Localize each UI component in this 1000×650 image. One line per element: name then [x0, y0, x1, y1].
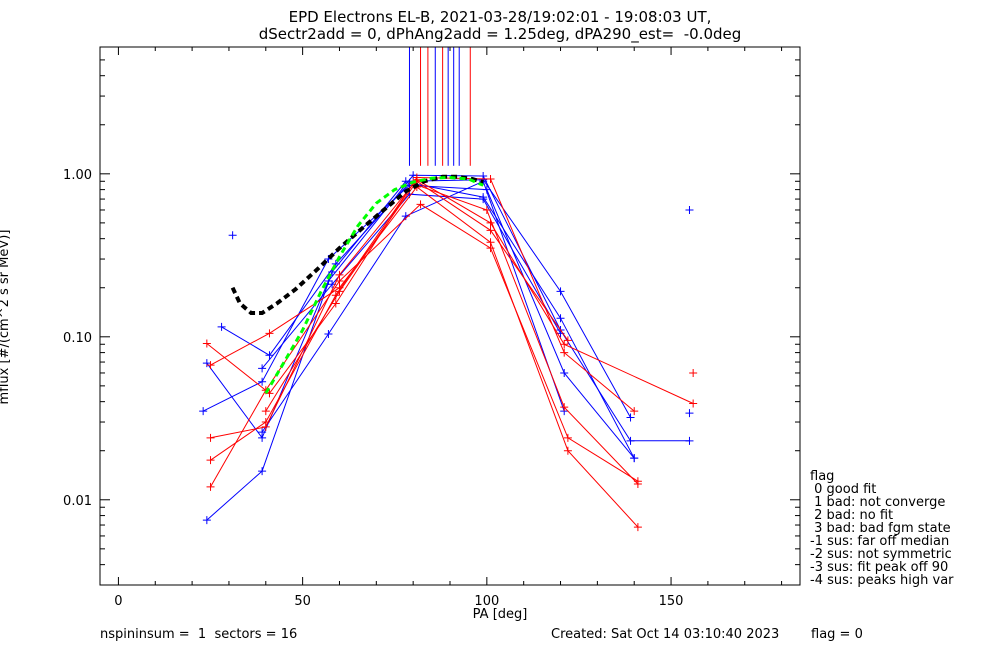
x-tick-label: 0: [114, 594, 122, 609]
data-point: [324, 330, 333, 339]
footer-flag: flag = 0: [811, 627, 863, 642]
series-line: [210, 186, 639, 528]
data-point: [633, 523, 642, 532]
data-point: [689, 368, 698, 377]
data-point: [560, 368, 569, 377]
footer-created: Created: Sat Oct 14 03:10:40 2023: [551, 627, 780, 642]
vertical-marker-lines: [408, 47, 471, 166]
data-point: [685, 409, 694, 418]
series-line: [206, 174, 690, 442]
series-line: [210, 183, 639, 485]
y-tick-label: 1.00: [63, 168, 92, 183]
footer-sectors: nspininsum = 1 sectors = 16: [100, 627, 298, 642]
series-line: [221, 182, 635, 459]
legend-item: 3 bad: bad fgm state: [810, 521, 951, 536]
data-point: [486, 244, 495, 253]
data-point: [206, 361, 215, 370]
data-point: [258, 377, 267, 386]
data-point: [331, 299, 340, 308]
legend-item: 2 bad: no fit: [810, 508, 894, 523]
series-line: [261, 180, 565, 433]
data-point: [261, 407, 270, 416]
data-point: [633, 477, 642, 486]
legend-item: -1 sus: far off median: [810, 534, 950, 549]
legend-item: -4 sus: peaks high var: [810, 573, 954, 588]
data-point: [626, 413, 635, 422]
data-point: [563, 336, 572, 345]
data-point: [486, 218, 495, 227]
median-curve: [264, 175, 484, 395]
legend-item: -2 sus: not symmetric: [810, 547, 952, 562]
data-point: [228, 231, 237, 240]
x-tick-label: 50: [294, 594, 311, 609]
data-point: [685, 436, 694, 445]
axis-ticks: 0 50 100 150 0.01 0.10 1.00: [63, 46, 800, 609]
data-point: [416, 200, 425, 209]
series-line: [265, 180, 569, 412]
legend-title: flag: [810, 469, 835, 484]
data-point: [335, 287, 344, 296]
data-point: [630, 454, 639, 463]
data-point: [258, 364, 267, 373]
data-point: [206, 482, 215, 491]
data-point: [486, 174, 495, 183]
data-series: [199, 171, 698, 532]
legend-item: 1 bad: not converge: [810, 495, 946, 510]
legend-item: -3 sus: fit peak off 90: [810, 560, 949, 575]
data-point: [563, 433, 572, 442]
y-tick-label: 0.01: [63, 494, 92, 509]
data-point: [202, 516, 211, 525]
data-point: [261, 422, 270, 431]
data-point: [560, 348, 569, 357]
plot-frame: [99, 46, 801, 586]
legend-item: 0 good fit: [810, 482, 877, 497]
data-point: [258, 467, 267, 476]
series-line: [210, 203, 639, 488]
data-point: [265, 351, 274, 360]
title-line-2: dSectr2add = 0, dPhAng2add = 1.25deg, dP…: [258, 25, 742, 43]
title-line-1: EPD Electrons EL-B, 2021-03-28/19:02:01 …: [288, 8, 712, 26]
fit-curves: [230, 174, 484, 395]
x-tick-label: 150: [659, 594, 684, 609]
data-point: [563, 446, 572, 455]
y-tick-label: 0.10: [63, 331, 92, 346]
data-point: [206, 433, 215, 442]
data-point: [560, 340, 569, 349]
data-point: [556, 314, 565, 323]
data-point: [258, 428, 267, 437]
data-point: [486, 226, 495, 235]
data-point: [689, 399, 698, 408]
data-point: [630, 407, 639, 416]
data-point: [482, 205, 491, 214]
data-point: [335, 270, 344, 279]
x-tick-label: 100: [474, 594, 499, 609]
data-point: [560, 403, 569, 412]
data-point: [202, 359, 211, 368]
x-axis-label: PA [deg]: [472, 607, 528, 622]
data-point: [217, 322, 226, 331]
data-point: [265, 329, 274, 338]
y-axis-label: mflux [#/(cm^2 s sr MeV)]: [0, 229, 12, 405]
series-line: [206, 179, 631, 521]
data-point: [556, 287, 565, 296]
data-point: [199, 407, 208, 416]
data-point: [202, 339, 211, 348]
data-point: [685, 205, 694, 214]
data-point: [626, 436, 635, 445]
data-point: [206, 456, 215, 465]
data-point: [479, 195, 488, 204]
series-line: [206, 176, 635, 412]
